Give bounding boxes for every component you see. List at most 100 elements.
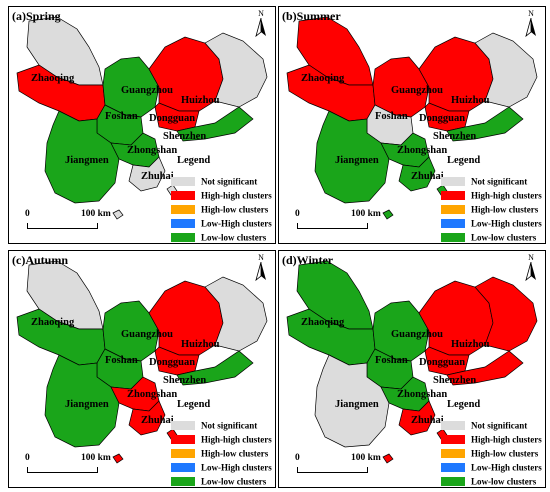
north-arrow-icon: N xyxy=(523,254,539,282)
legend-item: High-low clusters xyxy=(171,200,269,215)
island xyxy=(112,453,124,464)
region-map xyxy=(286,260,538,464)
legend-item: Not significant xyxy=(171,172,258,187)
city-label-foshan: Foshan xyxy=(375,355,408,366)
map-panel-2: (b)Summer N Zhaoqing Guangzhou Huizhou F… xyxy=(278,6,546,244)
scale-start-label: 0 xyxy=(25,209,30,219)
legend-title: Legend xyxy=(177,155,211,166)
legend-label: Low-High clusters xyxy=(201,462,272,473)
city-label-zhaoqing: Zhaoqing xyxy=(31,317,75,328)
city-label-zhaoqing: Zhaoqing xyxy=(31,73,75,84)
legend-swatch xyxy=(441,462,465,472)
legend: Legend Not significant High-high cluster… xyxy=(171,155,275,243)
legend-item: Not significant xyxy=(441,172,527,186)
city-label-zhongshan: Zhongshan xyxy=(127,145,178,156)
scale-end-label: 100 km xyxy=(351,209,381,219)
scale-bar: 0 100 km xyxy=(293,451,393,481)
city-label-zhuhai: Zhuhai xyxy=(141,171,174,182)
legend-title: Legend xyxy=(447,155,481,166)
city-label-jiangmen: Jiangmen xyxy=(65,155,109,166)
panel-title: (b)Summer xyxy=(282,9,341,23)
legend-item: Low-low clusters xyxy=(441,228,537,243)
city-label-dongguan: Dongguan xyxy=(149,113,196,124)
scale-bar: 0 100 km xyxy=(293,207,393,237)
island xyxy=(382,453,394,464)
region-shenzhen xyxy=(446,350,524,386)
legend-item: Low-High clusters xyxy=(171,458,272,473)
city-label-guangzhou: Guangzhou xyxy=(391,329,443,340)
map-panel-1: (a)Spring N Zhaoqing Guangzhou Huizhou F… xyxy=(8,6,276,244)
city-label-zhongshan: Zhongshan xyxy=(397,145,448,156)
legend-swatch xyxy=(171,176,195,186)
city-label-shenzhen: Shenzhen xyxy=(163,375,207,386)
legend-swatch xyxy=(441,420,465,430)
city-label-jiangmen: Jiangmen xyxy=(65,399,109,410)
region-jiangmen xyxy=(314,354,390,448)
region-huizhou-east xyxy=(204,276,268,352)
legend-swatch xyxy=(171,434,195,444)
legend-label: High-low clusters xyxy=(201,448,269,459)
scale-start-label: 0 xyxy=(295,209,300,219)
region-huizhou-east xyxy=(204,32,268,108)
region-huizhou-east xyxy=(474,32,538,108)
legend-label: Low-High clusters xyxy=(471,462,542,473)
region-jiangmen xyxy=(314,110,390,204)
legend-item: Not significant xyxy=(441,416,527,430)
legend-label: Not significant xyxy=(201,176,258,187)
legend-swatch xyxy=(171,190,195,200)
legend-label: High-low clusters xyxy=(471,448,539,459)
city-label-zhaoqing: Zhaoqing xyxy=(301,317,345,328)
legend-swatch xyxy=(441,218,465,228)
city-label-zhuhai: Zhuhai xyxy=(141,415,174,426)
legend-item: Low-High clusters xyxy=(171,214,272,228)
legend-swatch xyxy=(441,190,465,200)
legend-swatch xyxy=(441,232,465,242)
region-map xyxy=(16,260,268,464)
city-label-zhaoqing: Zhaoqing xyxy=(301,73,345,84)
city-label-huizhou: Huizhou xyxy=(451,95,490,106)
scale-bar: 0 100 km xyxy=(23,207,123,237)
city-label-jiangmen: Jiangmen xyxy=(335,155,379,166)
region-huizhou-east xyxy=(474,276,538,352)
legend: Legend Not significant High-high cluster… xyxy=(441,155,545,243)
island xyxy=(112,209,124,220)
legend: Legend Not significant High-high cluster… xyxy=(441,399,545,487)
city-label-foshan: Foshan xyxy=(105,355,138,366)
city-label-guangzhou: Guangzhou xyxy=(121,329,173,340)
legend-swatch xyxy=(171,462,195,472)
legend-label: Low-low clusters xyxy=(201,476,267,487)
region-jiangmen xyxy=(44,354,120,448)
legend-label: Low-low clusters xyxy=(201,232,267,243)
north-label: N xyxy=(258,253,264,262)
legend-item: Low-High clusters xyxy=(441,214,542,228)
region-zhuhai xyxy=(398,156,436,192)
region-jiangmen xyxy=(44,110,120,204)
map-panel-3: (c)Autumn N Zhaoqing Guangzhou Huizhou F… xyxy=(8,250,276,488)
city-label-zhongshan: Zhongshan xyxy=(397,389,448,400)
region-dongguan xyxy=(424,102,470,132)
legend-swatch xyxy=(171,232,195,242)
city-label-shenzhen: Shenzhen xyxy=(433,375,477,386)
legend-label: High-high clusters xyxy=(471,434,542,445)
region-map xyxy=(16,16,268,220)
city-label-zhongshan: Zhongshan xyxy=(127,389,178,400)
north-label: N xyxy=(528,253,534,262)
legend-label: Low-low clusters xyxy=(471,476,537,487)
legend-label: High-low clusters xyxy=(201,204,269,215)
region-zhuhai xyxy=(128,400,166,436)
legend-swatch xyxy=(171,420,195,430)
island xyxy=(382,209,394,220)
legend-label: High-high clusters xyxy=(471,190,542,201)
city-label-shenzhen: Shenzhen xyxy=(163,131,207,142)
scale-start-label: 0 xyxy=(295,453,300,463)
scale-start-label: 0 xyxy=(25,453,30,463)
north-label: N xyxy=(258,9,264,18)
legend-swatch xyxy=(441,176,465,186)
city-label-dongguan: Dongguan xyxy=(419,357,466,368)
region-dongguan xyxy=(154,102,200,132)
city-label-dongguan: Dongguan xyxy=(149,357,196,368)
map-panel-4: (d)Winter N Zhaoqing Guangzhou Huizhou F… xyxy=(278,250,546,488)
legend-label: Low-low clusters xyxy=(471,232,537,243)
city-label-huizhou: Huizhou xyxy=(181,339,220,350)
city-label-shenzhen: Shenzhen xyxy=(433,131,477,142)
